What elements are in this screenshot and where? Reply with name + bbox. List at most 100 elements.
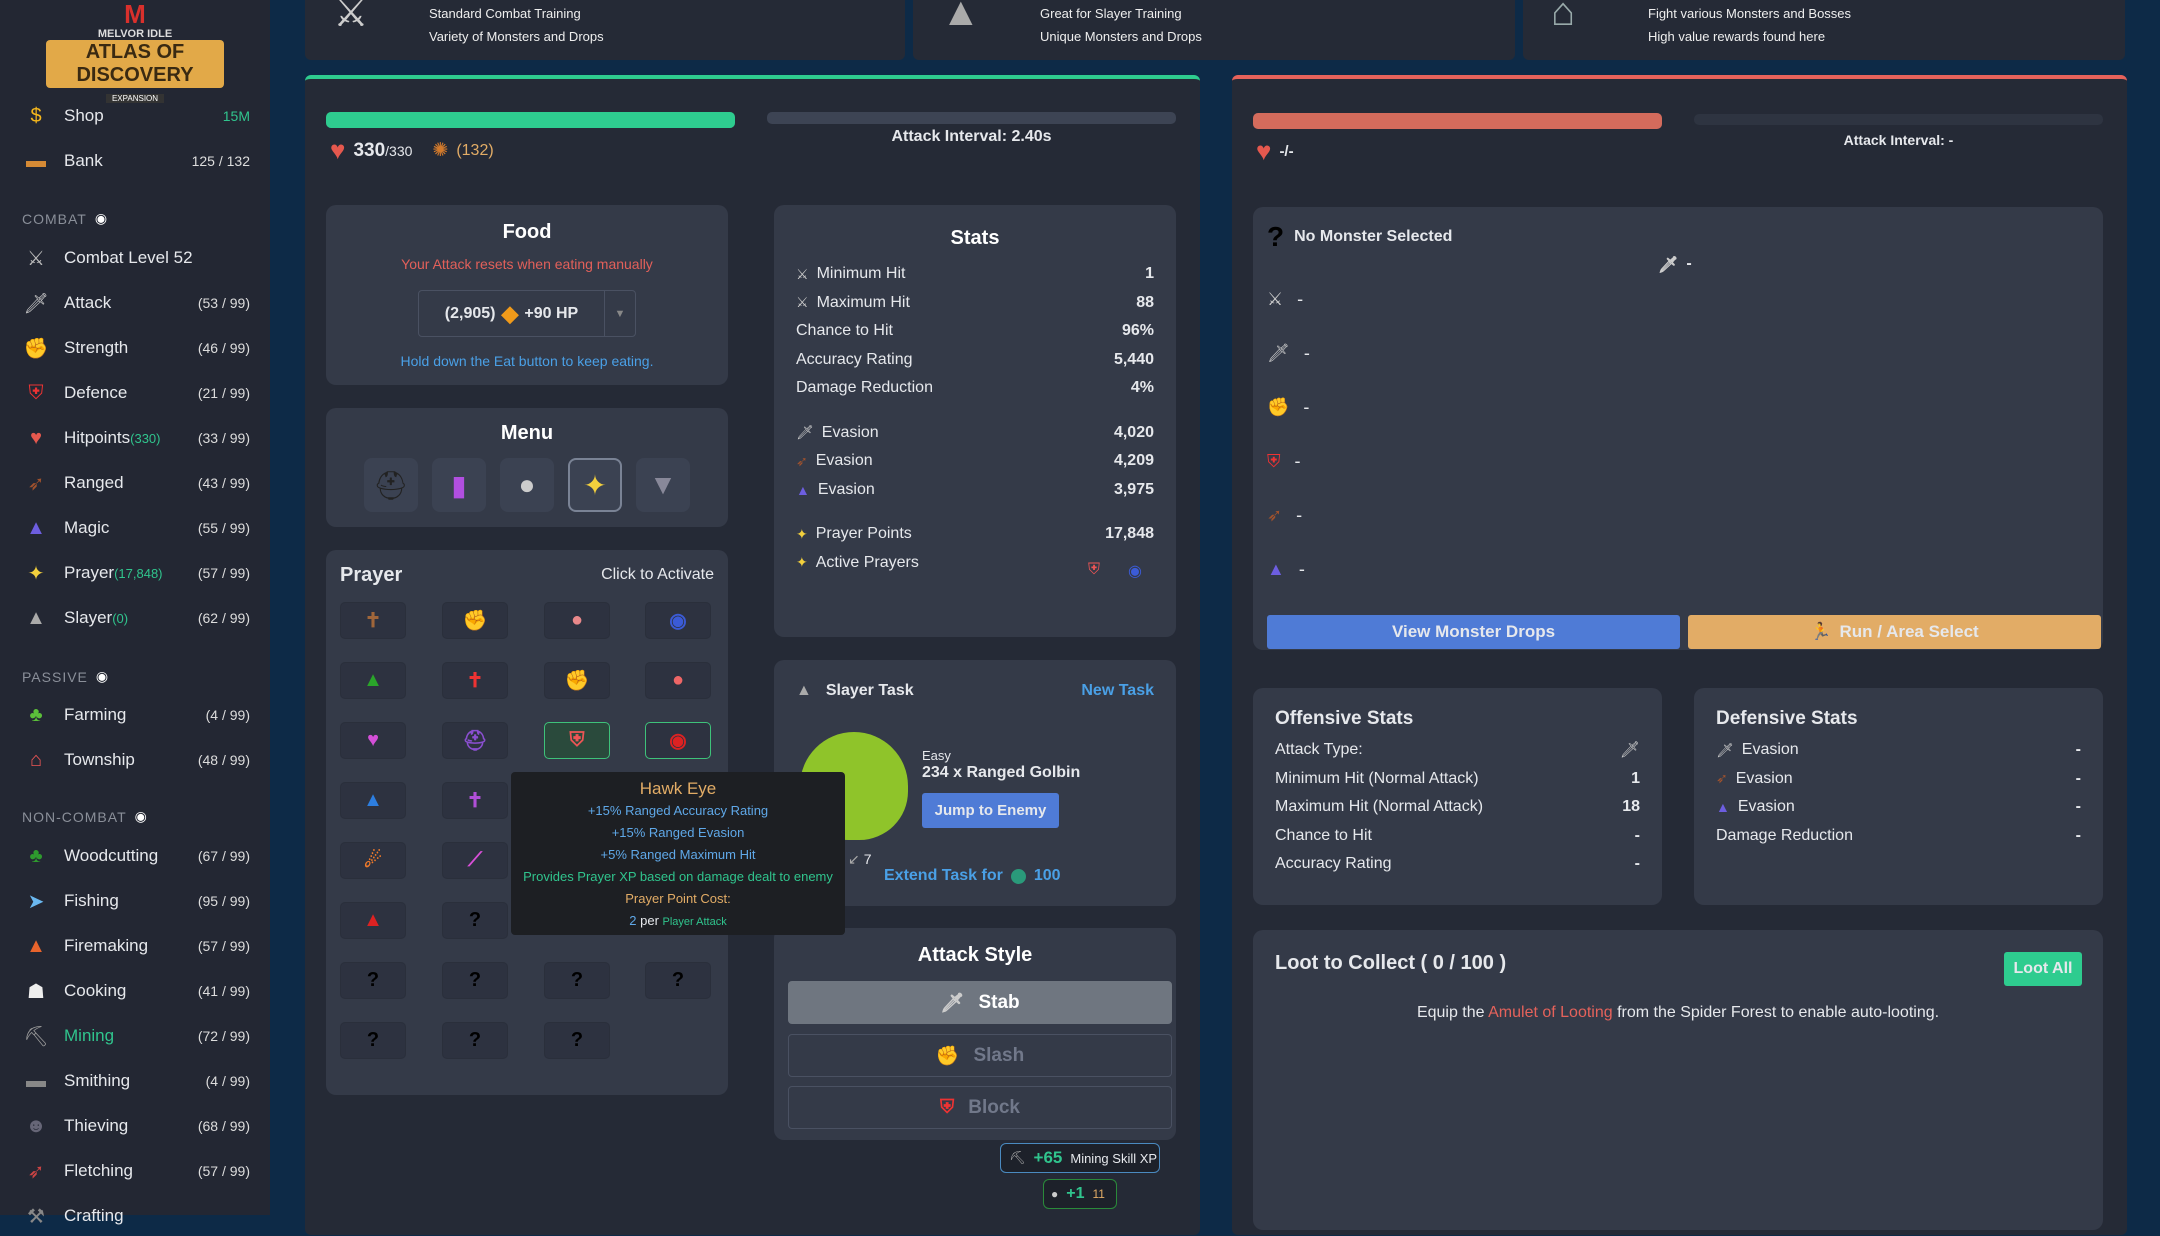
prayer-eye-red[interactable]: ◉ [645,722,711,759]
defensive-stat-row: ➶ Evasion - [1716,769,2081,787]
prayer-pyramid[interactable]: ▲ [340,662,406,699]
prayer-unknown[interactable]: ? [442,1022,508,1059]
prayer-unknown[interactable]: ? [442,962,508,999]
prayer-muscle-red[interactable]: ✊ [544,662,610,699]
triangle-blue-icon: ▲ [363,789,383,811]
active-prayer-shield-icon[interactable]: ⛨ [1088,560,1101,578]
area-card-combat[interactable]: ⚔ Standard Combat Training Variety of Mons… [305,0,905,60]
prayer-helmet[interactable]: ⛑ [442,722,508,759]
sidebar-item-township[interactable]: ⌂ Township (48 / 99) [22,740,250,780]
sidebar-item-prayer[interactable]: ✦ Prayer(17,848) (57 / 99) [22,553,250,593]
sidebar-item-strength[interactable]: ✊ Strength (46 / 99) [23,337,250,360]
prayer-unknown[interactable]: ? [442,902,508,939]
prayer-wand[interactable]: ⟋ [442,842,508,879]
attack-style-slash[interactable]: ✊ Slash [788,1034,1172,1077]
sidebar-item-slayer[interactable]: ▲ Slayer(0) (62 / 99) [22,598,250,638]
sidebar-item-mining[interactable]: ⛏ Mining (72 / 99) [23,1025,250,1048]
menu-card: Menu ⛑ ▮ ● ✦ ▼ [326,408,728,527]
sidebar-item-attack[interactable]: 🗡 Attack (53 / 99) [23,292,250,315]
prayer-unknown[interactable]: ? [544,1022,610,1059]
sidebar-item-ranged[interactable]: ➶ Ranged (43 / 99) [22,463,250,503]
coin-icon: $ [30,104,42,127]
prayer-heart[interactable]: ♥ [340,722,406,759]
prayer-unknown[interactable]: ? [340,1022,406,1059]
equipment-helmet-icon[interactable]: ⛑ [364,458,418,512]
sidebar-item-magic[interactable]: ▲ Magic (55 / 99) [22,508,250,548]
food-select[interactable]: (2,905) ◆ +90 HP ▼ [418,290,636,337]
gp-amount: 15M [222,108,250,124]
prayer-triangle-blue[interactable]: ▲ [340,782,406,819]
active-prayer-eye-icon[interactable]: ◉ [1128,562,1142,580]
stat-row: Accuracy Rating 5,440 [796,350,1154,368]
prayer-tooltip: Hawk Eye +15% Ranged Accuracy Rating +15… [511,772,845,935]
prayer-unknown[interactable]: ? [645,962,711,999]
sidebar-item-woodcutting[interactable]: ♣ Woodcutting (67 / 99) [22,836,250,876]
section-combat[interactable]: COMBAT ◉ [22,210,109,227]
question-mark-icon: ? [671,969,685,991]
sidebar-item-bank[interactable]: ▬ Bank 125 / 132 [22,141,250,181]
amulet-link[interactable]: Amulet of Looting [1488,1004,1613,1021]
sidebar-item-hitpoints[interactable]: ♥ Hitpoints(330) (33 / 99) [22,418,250,458]
heart-icon: ♥ [330,135,346,165]
offensive-stat-row: Attack Type: 🗡 [1275,741,1640,760]
area-card-slayer[interactable]: ▲ Great for Slayer Training Unique Monster… [913,0,1515,60]
prayer-muscle[interactable]: ✊ [442,602,508,639]
sidebar-item-thieving[interactable]: ☻ Thieving (68 / 99) [22,1106,250,1146]
sidebar-item-defence[interactable]: ⛨ Defence (21 / 99) [22,373,251,413]
prayer-eye[interactable]: ◉ [645,602,711,639]
prayer-unknown[interactable]: ? [340,962,406,999]
spellbook-icon[interactable]: ▮ [432,458,486,512]
new-task-link[interactable]: New Task [1081,682,1154,699]
food-dropdown-toggle[interactable]: ▼ [614,307,626,320]
attack-style-block[interactable]: ⛨ Block [788,1086,1172,1129]
jump-to-enemy-button[interactable]: Jump to Enemy [922,793,1059,828]
cross-purple-icon: ✝ [466,790,484,812]
eat-button[interactable]: (2,905) ◆ +90 HP [419,291,605,336]
question-mark-icon: ? [366,969,380,991]
loot-all-button[interactable]: Loot All [2004,952,2082,986]
stat-row: Chance to Hit 96% [796,322,1154,340]
prayer-shield[interactable]: ⛨ [544,722,610,759]
prayer-cross-purple[interactable]: ✝ [442,782,508,819]
sidebar-item-fishing[interactable]: ➤ Fishing (95 / 99) [22,881,250,921]
enemy-hp-bar [1253,113,1662,129]
game-logo[interactable]: M MELVOR IDLE ATLAS OF DISCOVERY EXPANSI… [40,0,230,103]
section-passive[interactable]: PASSIVE ◉ [22,668,110,685]
sidebar-item-combat-level[interactable]: ⚔ Combat Level 52 [22,238,250,278]
prayer-brain[interactable]: ● [544,602,610,639]
dungeon-door-icon: ⌂ [1551,0,1576,34]
eye-icon[interactable]: ◉ [134,808,148,824]
prayer-triangle-red[interactable]: ▲ [340,902,406,939]
sidebar-item-farming[interactable]: ♣ Farming (4 / 99) [22,695,250,735]
sidebar-item-crafting[interactable]: ⚒ Crafting [22,1196,250,1236]
prayer-cross[interactable]: ✝ [340,602,406,639]
offensive-stat-row: Chance to Hit - [1275,826,1640,844]
crab-summon-icon[interactable]: ✺ [432,140,449,161]
eye-icon[interactable]: ◉ [95,668,110,684]
prayer-brain-red[interactable]: ● [645,662,711,699]
heart-icon: ♥ [367,729,379,751]
run-area-select-button[interactable]: 🏃 Run / Area Select [1688,615,2101,649]
summoning-wolf-icon[interactable]: ▼ [636,458,690,512]
extend-task-button[interactable]: Extend Task for 100 [884,867,1061,884]
wind-spell-icon[interactable]: ● [500,458,554,512]
prayer-comet[interactable]: ☄ [340,842,406,879]
sparkle-icon: ✦ [796,554,808,571]
eye-icon[interactable]: ◉ [94,210,109,226]
player-attack-bar [767,112,1176,124]
prayer-cross-red[interactable]: ✝ [442,662,508,699]
chest-icon: ▬ [26,149,46,172]
view-monster-drops-button[interactable]: View Monster Drops [1267,615,1680,649]
sidebar-item-smithing[interactable]: ▬ Smithing (4 / 99) [22,1061,250,1101]
prayer-menu-icon[interactable]: ✦ [568,458,622,512]
section-non-combat[interactable]: NON-COMBAT ◉ [22,808,148,825]
sword-icon: 🗡 [796,424,814,441]
sidebar-item-firemaking[interactable]: ▲ Firemaking (57 / 99) [22,926,250,966]
sidebar-item-shop[interactable]: $ Shop 15M [22,96,250,136]
sidebar-item-cooking[interactable]: ☗ Cooking (41 / 99) [22,971,250,1011]
area-card-dungeon[interactable]: ⌂ Fight various Monsters and Bosses High v… [1523,0,2125,60]
sidebar-item-fletching[interactable]: ➶ Fletching (57 / 99) [22,1151,250,1191]
prayer-unknown[interactable]: ? [544,962,610,999]
attack-style-stab[interactable]: 🗡 Stab [788,981,1172,1024]
stat-row: ✦ Prayer Points 17,848 [796,525,1154,543]
